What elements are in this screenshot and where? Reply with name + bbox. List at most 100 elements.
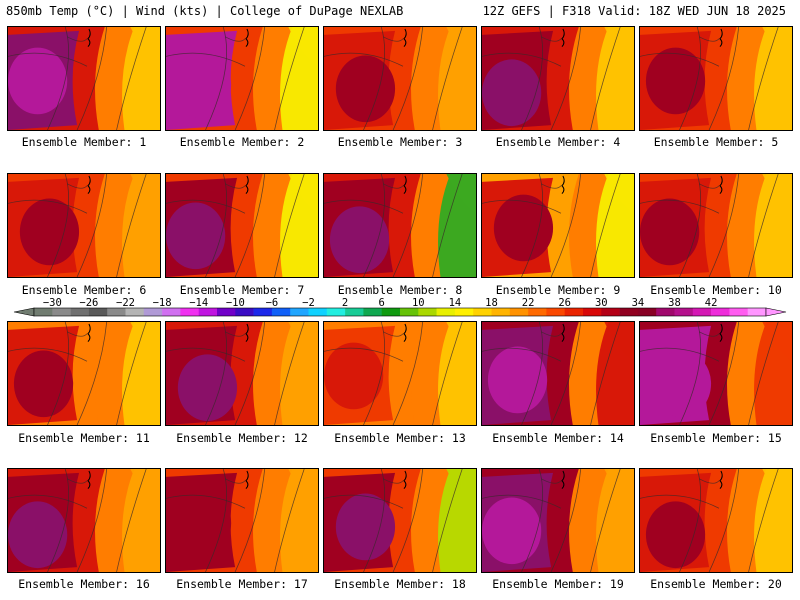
contour-line (8, 347, 88, 362)
ensemble-member-label: Ensemble Member: 20 (650, 577, 782, 591)
contour-line (541, 478, 562, 484)
contour-line (550, 469, 582, 572)
contour-line (67, 478, 88, 484)
coastline (561, 28, 565, 47)
cool-tongue (604, 27, 634, 67)
contour-line (8, 494, 88, 509)
colorbar-swatch (125, 308, 145, 316)
colorbar-swatch (674, 308, 694, 316)
colorbar-swatch (381, 308, 401, 316)
colorbar-tick-label: 30 (595, 297, 608, 309)
contour-line (67, 331, 88, 337)
warm-core (651, 350, 712, 418)
ensemble-member-map (165, 321, 319, 426)
coastline (87, 175, 91, 194)
cool-tongue (762, 469, 792, 509)
colorbar-tick-label: 18 (485, 297, 498, 309)
contour-line (383, 478, 404, 484)
contour-line (521, 27, 544, 130)
cool-tongue (130, 469, 160, 509)
cool-tongue (604, 322, 634, 362)
contour-line (234, 174, 266, 277)
contour-line (432, 322, 463, 425)
coastline (245, 175, 249, 194)
ensemble-member-label: Ensemble Member: 14 (492, 431, 624, 445)
ensemble-member-map (165, 26, 319, 131)
ensemble-member-map (7, 468, 161, 573)
colorbar-tick-label: −2 (302, 297, 315, 309)
colorbar-tick-label: 34 (632, 297, 645, 309)
contour-line (383, 36, 404, 42)
contour-line (640, 347, 720, 362)
colorbar-swatch (400, 308, 419, 316)
contour-line (679, 174, 702, 277)
contour-line (708, 469, 740, 572)
warm-core (166, 202, 226, 270)
ensemble-member-label: Ensemble Member: 6 (21, 283, 147, 297)
colorbar-tick-label: −10 (226, 297, 245, 309)
coastline (719, 323, 723, 342)
contour-line (274, 27, 305, 130)
coastline (561, 323, 565, 342)
contour-line (205, 27, 228, 130)
contour-line (432, 174, 463, 277)
contour-line (8, 52, 88, 67)
ensemble-member-map (323, 321, 477, 426)
ensemble-member-map (165, 173, 319, 278)
contour-line (392, 174, 424, 277)
ensemble-member-map (7, 26, 161, 131)
ensemble-member-label: Ensemble Member: 9 (495, 283, 621, 297)
colorbar-tick-label: 6 (379, 297, 385, 309)
warm-core (8, 47, 68, 115)
cool-tongue (288, 322, 318, 362)
ensemble-member-map (639, 26, 793, 131)
cool-tongue (446, 469, 476, 509)
cool-tongue (446, 27, 476, 67)
contour-line (392, 469, 424, 572)
colorbar-tick-label: 14 (449, 297, 462, 309)
coastline (403, 470, 407, 489)
cool-tongue (130, 174, 160, 214)
contour-line (363, 27, 386, 130)
ensemble-member-label: Ensemble Member: 11 (18, 431, 150, 445)
contour-line (383, 183, 404, 189)
colorbar-swatch (143, 308, 163, 316)
colorbar-tick-label: 10 (412, 297, 425, 309)
contour-line (116, 174, 147, 277)
contour-line (116, 27, 147, 130)
colorbar-swatch (637, 308, 657, 316)
contour-line (699, 36, 720, 42)
ensemble-member-map (481, 468, 635, 573)
colorbar-swatch (107, 308, 126, 316)
colorbar-swatch (326, 308, 346, 316)
contour-line (116, 469, 147, 572)
contour-line (225, 36, 246, 42)
contour-line (482, 347, 562, 362)
contour-line (748, 174, 779, 277)
warm-core (482, 59, 542, 127)
colorbar-tick-label: −26 (79, 297, 98, 309)
contour-line (482, 199, 562, 214)
contour-line (76, 322, 108, 425)
warm-core (324, 342, 384, 410)
contour-line (590, 174, 621, 277)
warm-core (19, 198, 80, 266)
contour-line (679, 469, 702, 572)
contour-line (383, 331, 404, 337)
warm-core (487, 346, 548, 414)
ensemble-member-label: Ensemble Member: 1 (21, 135, 147, 149)
contour-line (166, 52, 246, 67)
contour-line (76, 469, 108, 572)
colorbar-swatch (583, 308, 602, 316)
contour-line (274, 469, 305, 572)
contour-line (363, 469, 386, 572)
colorbar-swatch (235, 308, 254, 316)
contour-line (550, 27, 582, 130)
colorbar-swatch (619, 308, 639, 316)
contour-line (521, 469, 544, 572)
contour-line (234, 469, 266, 572)
contour-line (748, 27, 779, 130)
ensemble-member-label: Ensemble Member: 2 (179, 135, 305, 149)
cool-tongue (288, 27, 318, 67)
contour-line (47, 322, 70, 425)
